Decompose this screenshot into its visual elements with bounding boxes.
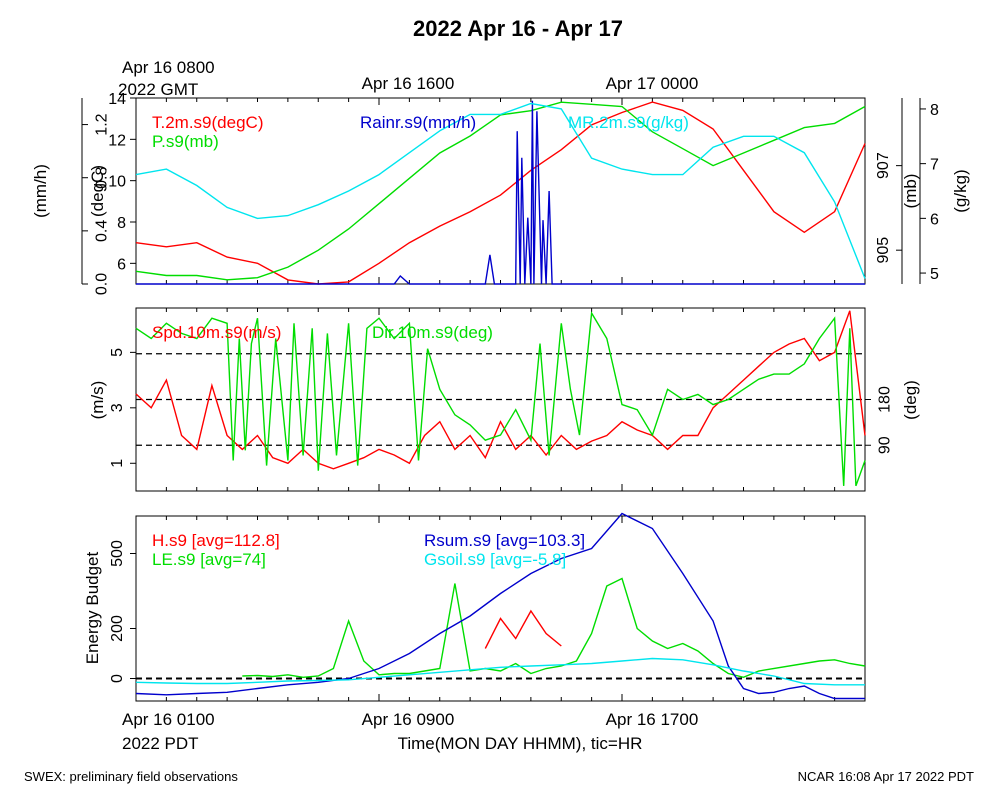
rain-tick-label: 0.0 <box>93 273 110 295</box>
energy-axis-label: Energy Budget <box>83 551 102 664</box>
spd-tick-label: 1 <box>109 459 126 468</box>
top-start-label-line2: 2022 GMT <box>118 80 198 99</box>
middle-panel-lines <box>135 310 866 487</box>
chart-title: 2022 Apr 16 - Apr 17 <box>413 16 623 41</box>
series-line-0 <box>135 310 866 470</box>
bottom-panel-axes: 0 200 500 <box>109 516 866 701</box>
series-line-3 <box>135 102 866 279</box>
footer-left: SWEX: preliminary field observations <box>24 769 238 784</box>
series-line-2 <box>136 100 865 285</box>
top-start-label: Apr 16 0800 <box>122 58 215 77</box>
top-mid-label: Apr 16 1600 <box>362 74 455 93</box>
temp-tick-label: 8 <box>117 215 126 232</box>
mr-tick-label: 6 <box>930 211 939 228</box>
legend-dir: Dir.10m.s9(deg) <box>372 323 493 342</box>
energy-tick-label: 200 <box>109 615 126 642</box>
rain-tick-label: 0.8 <box>93 166 110 188</box>
top-panel-lines <box>135 100 866 285</box>
dir-tick-label: 90 <box>876 436 893 454</box>
temp-tick-label: 14 <box>108 91 126 108</box>
bottom-end-label: Apr 16 1700 <box>606 710 699 729</box>
spd-axis-label: (m/s) <box>88 381 107 420</box>
spd-tick-label: 3 <box>109 403 126 412</box>
series-line-0 <box>484 609 562 649</box>
temp-tick-label: 6 <box>117 256 126 273</box>
series-line-1 <box>242 577 866 679</box>
top-end-label: Apr 17 0000 <box>606 74 699 93</box>
dir-axis-label: (deg) <box>901 380 920 420</box>
temp-tick-label: 12 <box>108 132 126 149</box>
rain-tick-label: 1.2 <box>93 113 110 135</box>
legend-rain: Rainr.s9(mm/h) <box>360 113 476 132</box>
energy-tick-label: 500 <box>109 540 126 567</box>
rain-axis-label: (mm/h) <box>31 164 50 218</box>
time-axis-title: Time(MON DAY HHMM), tic=HR <box>398 734 643 753</box>
series-line-2 <box>135 512 865 700</box>
legend-spd: Spd.10m.s9(m/s) <box>152 323 281 342</box>
footer-right: NCAR 16:08 Apr 17 2022 PDT <box>798 769 974 784</box>
pres-axis-label: (mb) <box>901 174 920 209</box>
dir-tick-label: 180 <box>876 386 893 413</box>
bottom-start-label-line2: 2022 PDT <box>122 734 199 753</box>
top-panel-axes: 0.0 0.4 0.8 1.2 6 8 10 12 14 905 907 5 6 7 8 <box>81 91 939 295</box>
legend-pres: P.s9(mb) <box>152 132 219 151</box>
legend-temp: T.2m.s9(degC) <box>152 113 263 132</box>
mr-tick-label: 8 <box>930 102 939 119</box>
rain-tick-label: 0.4 <box>93 220 110 242</box>
legend-mr: MR.2m.s9(g/kg) <box>568 113 689 132</box>
legend-le: LE.s9 [avg=74] <box>152 550 266 569</box>
series-line-3 <box>135 657 865 686</box>
legend-h: H.s9 [avg=112.8] <box>152 531 280 550</box>
pres-tick-label: 907 <box>875 152 892 179</box>
energy-tick-label: 0 <box>109 674 126 683</box>
bottom-panel-lines <box>135 512 866 700</box>
legend-gsoil: Gsoil.s9 [avg=-5.8] <box>424 550 566 569</box>
mr-tick-label: 5 <box>930 266 939 283</box>
series-line-1 <box>135 310 866 487</box>
legend-rsum: Rsum.s9 [avg=103.3] <box>424 531 585 550</box>
bottom-start-label: Apr 16 0100 <box>122 710 215 729</box>
series-line-0 <box>135 101 866 285</box>
mr-tick-label: 7 <box>930 157 939 174</box>
temp-axis-label: (degC) <box>88 165 107 217</box>
pres-tick-label: 905 <box>875 237 892 264</box>
temp-tick-label: 10 <box>108 174 126 191</box>
middle-panel-axes: 1 3 5 90 180 <box>109 308 893 491</box>
bottom-mid-label: Apr 16 0900 <box>362 710 455 729</box>
mr-axis-label: (g/kg) <box>951 169 970 212</box>
spd-tick-label: 5 <box>109 348 126 357</box>
